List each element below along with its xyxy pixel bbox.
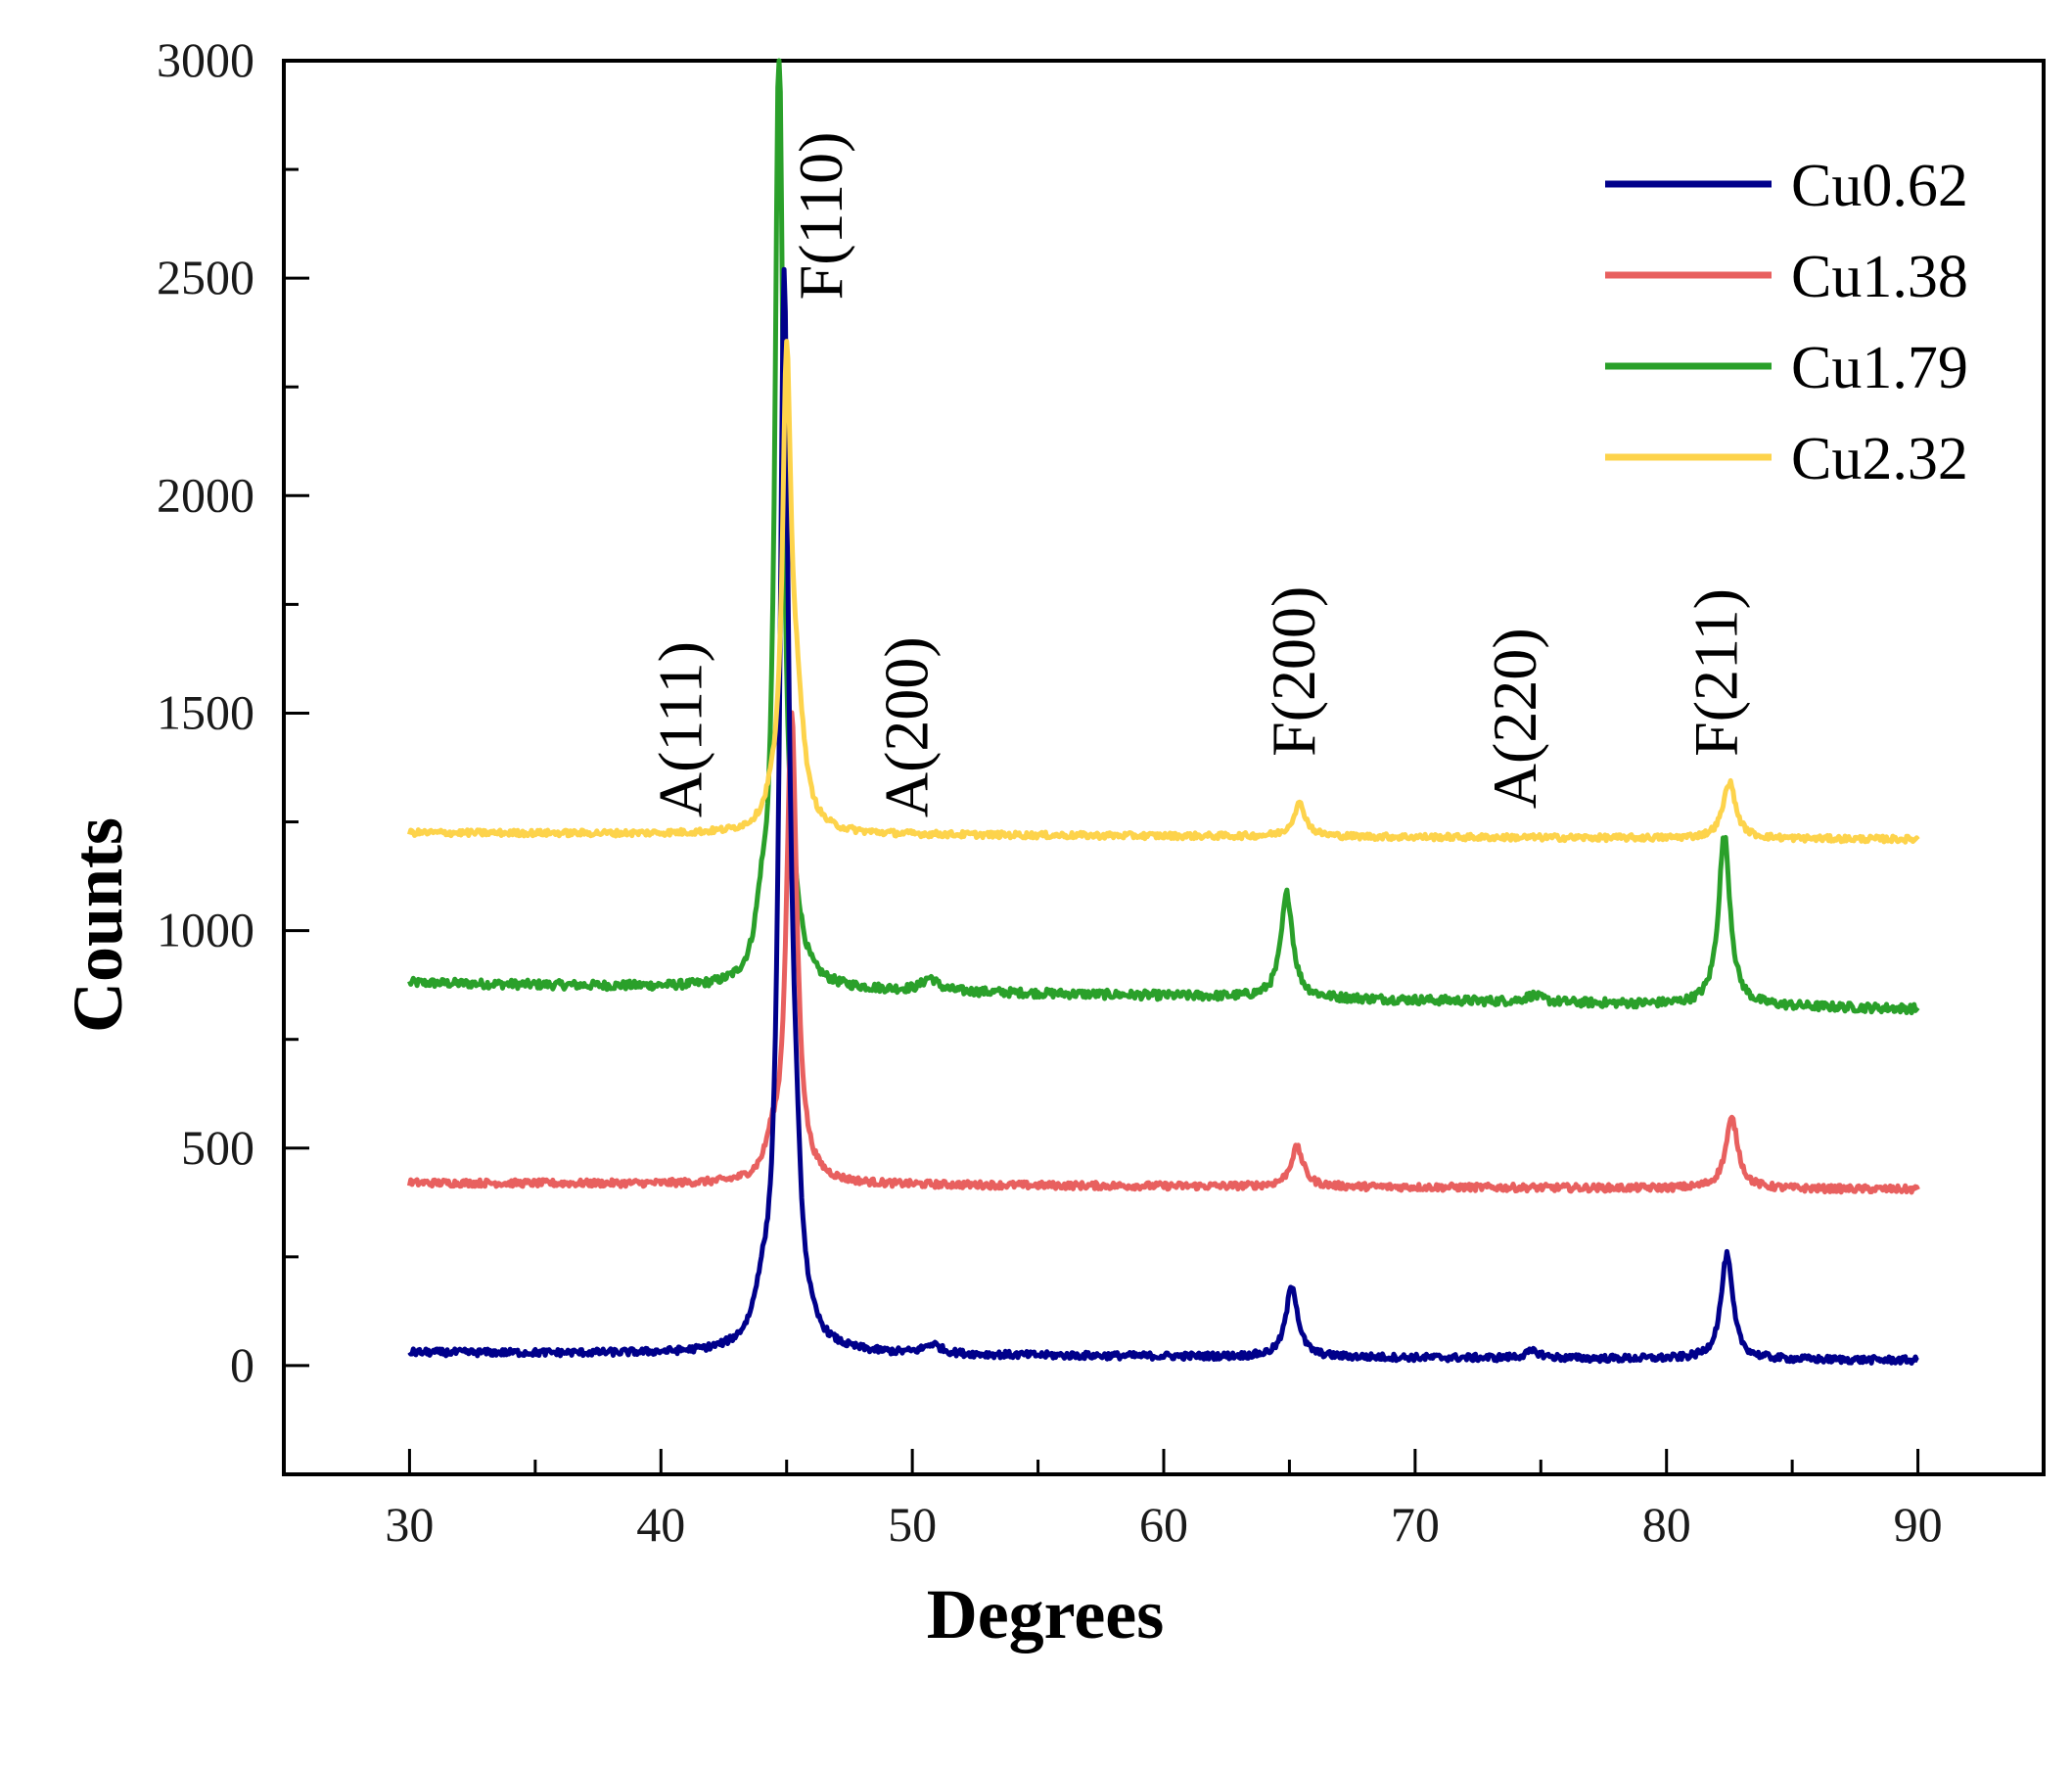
x-tick-label: 70 [1391,1497,1440,1552]
x-tick-label: 50 [888,1497,937,1552]
series-line-cu1-79 [407,58,1920,1016]
x-axis-ticks: 30 40 50 60 70 80 90 [385,1449,1943,1552]
y-tick-label: 2000 [157,467,254,522]
x-tick-label: 60 [1139,1497,1188,1552]
x-tick-label: 90 [1894,1497,1943,1552]
peak-label: F(200) [1259,586,1328,757]
x-tick-label: 40 [636,1497,685,1552]
y-tick-label: 1000 [157,903,254,957]
peak-label: A(200) [872,636,942,817]
legend-label: Cu2.32 [1791,426,1968,492]
legend-label: Cu1.79 [1791,335,1968,401]
series-line-cu2-32 [407,339,1920,845]
y-tick-label: 1500 [157,684,254,739]
x-axis-title: Degrees [927,1575,1165,1653]
legend: Cu0.62 Cu1.38 Cu1.79 Cu2.32 [1605,153,1968,492]
series-line-cu1-38 [406,710,1920,1195]
y-axis-ticks: 0 500 1000 1500 2000 2500 3000 [157,32,309,1392]
peak-label: F(211) [1681,588,1751,757]
x-tick-label: 80 [1642,1497,1691,1552]
peak-labels: A(111) F(110) A(200) F(200) A(220) F(211) [645,132,1750,818]
peak-label: A(220) [1480,628,1549,809]
series-line-cu0-62 [407,266,1919,1366]
y-tick-label: 2500 [157,250,254,304]
legend-label: Cu1.38 [1791,244,1968,310]
peak-label: F(110) [786,132,855,301]
y-tick-label: 0 [230,1337,254,1392]
x-tick-label: 30 [385,1497,434,1552]
series-layer [406,58,1920,1366]
peak-label: A(111) [645,641,714,817]
y-tick-label: 3000 [157,32,254,87]
y-axis-title: Counts [59,817,137,1033]
y-tick-label: 500 [181,1120,254,1175]
legend-label: Cu0.62 [1791,153,1968,219]
